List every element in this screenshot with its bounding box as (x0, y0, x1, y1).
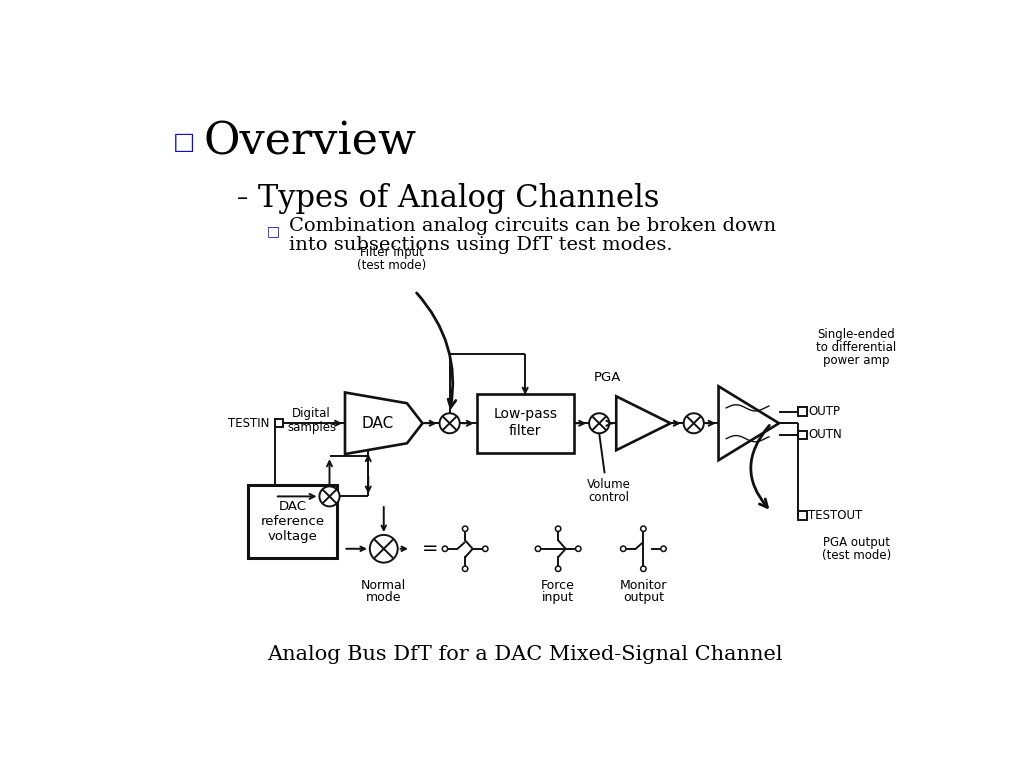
Text: –: – (238, 188, 249, 208)
Text: □: □ (267, 224, 281, 239)
Circle shape (370, 535, 397, 563)
Bar (248, 485, 337, 558)
Text: power amp: power amp (823, 354, 890, 367)
Circle shape (660, 546, 667, 551)
Polygon shape (345, 392, 423, 454)
Text: Force: Force (542, 579, 575, 592)
Text: PGA: PGA (593, 371, 621, 383)
Text: Filter input: Filter input (359, 246, 424, 259)
Text: Digital: Digital (292, 407, 331, 420)
Bar (274, 419, 284, 428)
Text: Combination analog circuits can be broken down: Combination analog circuits can be broke… (289, 217, 776, 235)
Circle shape (555, 526, 561, 531)
Text: samples: samples (287, 421, 336, 434)
Circle shape (463, 566, 468, 571)
Text: OUTP: OUTP (809, 406, 841, 419)
Text: Analog Bus DfT for a DAC Mixed-Signal Channel: Analog Bus DfT for a DAC Mixed-Signal Ch… (267, 645, 782, 664)
Text: output: output (623, 591, 664, 604)
Text: TESTIN: TESTIN (228, 417, 270, 430)
Text: filter: filter (509, 424, 542, 438)
Polygon shape (719, 386, 779, 460)
Text: to differential: to differential (816, 341, 897, 354)
Text: reference: reference (261, 515, 325, 528)
Bar (799, 408, 807, 416)
Text: Overview: Overview (203, 121, 417, 164)
Text: =: = (422, 539, 438, 558)
Text: mode: mode (366, 591, 401, 604)
Text: Monitor: Monitor (620, 579, 667, 592)
Circle shape (575, 546, 581, 551)
Text: into subsections using DfT test modes.: into subsections using DfT test modes. (289, 236, 673, 253)
Text: OUTN: OUTN (809, 429, 842, 442)
Text: Single-ended: Single-ended (817, 328, 895, 341)
Text: DAC: DAC (361, 415, 393, 431)
Text: □: □ (173, 131, 195, 154)
Polygon shape (616, 396, 671, 450)
Circle shape (442, 546, 447, 551)
Circle shape (439, 413, 460, 433)
Bar (799, 511, 807, 520)
Circle shape (641, 566, 646, 571)
Text: (test mode): (test mode) (822, 549, 891, 562)
Circle shape (536, 546, 541, 551)
Circle shape (463, 526, 468, 531)
Text: (test mode): (test mode) (357, 259, 426, 272)
Text: Volume: Volume (587, 478, 631, 492)
Circle shape (621, 546, 626, 551)
Circle shape (589, 413, 609, 433)
Text: PGA output: PGA output (823, 536, 890, 549)
Text: Types of Analog Channels: Types of Analog Channels (258, 183, 659, 214)
Circle shape (319, 486, 340, 506)
Circle shape (684, 413, 703, 433)
Circle shape (555, 566, 561, 571)
Circle shape (482, 546, 488, 551)
Text: DAC: DAC (279, 499, 306, 512)
Text: Normal: Normal (361, 579, 407, 592)
Bar (799, 431, 807, 439)
Bar (477, 394, 573, 452)
Circle shape (641, 526, 646, 531)
Text: input: input (542, 591, 574, 604)
Text: voltage: voltage (267, 531, 317, 543)
Text: TESTOUT: TESTOUT (809, 509, 862, 522)
Text: control: control (588, 492, 629, 505)
Text: Low-pass: Low-pass (494, 407, 557, 421)
